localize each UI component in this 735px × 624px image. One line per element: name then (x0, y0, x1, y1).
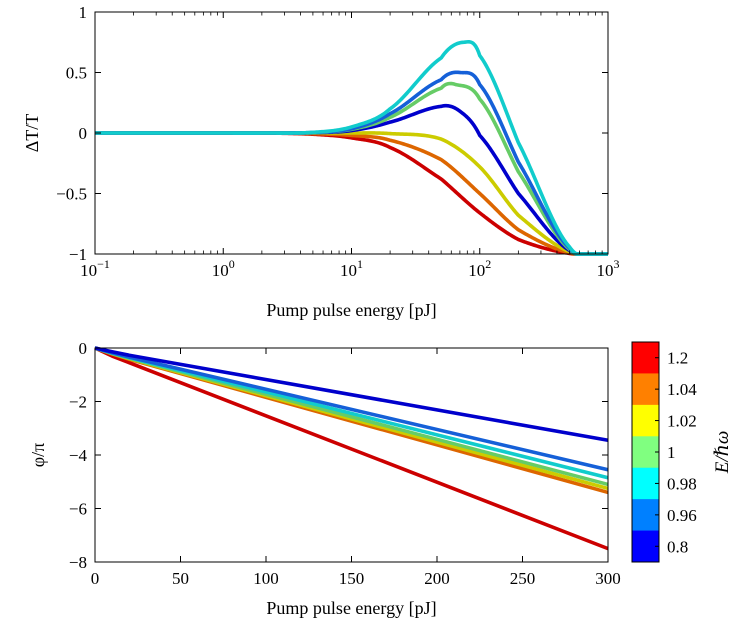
colorbar-label: 1 (667, 443, 676, 462)
y-tick-label: 0 (79, 339, 88, 358)
colorbar-label: 1.04 (667, 380, 697, 399)
y-tick-label: −6 (69, 500, 87, 519)
colorbar-label: 1.2 (667, 349, 688, 368)
colorbar-label: 0.98 (667, 474, 697, 493)
y-tick-label: −2 (69, 393, 87, 412)
x-tick-label: 50 (172, 569, 189, 588)
colorbar-swatch (632, 342, 659, 374)
y-tick-label: 0 (79, 124, 88, 143)
colorbar-swatch (632, 405, 659, 437)
colorbar-swatch (632, 373, 659, 405)
y-tick-label: 0.5 (66, 64, 87, 83)
x-tick-label: 103 (597, 257, 620, 280)
series-line-7 (95, 42, 608, 254)
x-tick-label: 102 (468, 257, 491, 280)
x-tick-label: 0 (91, 569, 100, 588)
x-tick-label: 200 (424, 569, 450, 588)
colorbar: 1.2 1.04 1.02 1 0.98 0.96 0.8 E/ℏω (632, 342, 733, 563)
x-tick-label: 100 (212, 257, 235, 280)
colorbar-label: 0.8 (667, 537, 688, 556)
series-line-7 (95, 348, 608, 440)
y-tick-label: −1 (69, 245, 87, 264)
y-axis-label: φ/π (28, 443, 48, 467)
colorbar-swatch (632, 436, 659, 468)
colorbar-swatch (632, 531, 659, 563)
x-tick-label: 250 (510, 569, 536, 588)
colorbar-swatch (632, 499, 659, 531)
colorbar-label: 1.02 (667, 412, 697, 431)
colorbar-label: 0.96 (667, 506, 697, 525)
x-tick-label: 300 (595, 569, 621, 588)
colorbar-title: E/ℏω (712, 431, 733, 475)
x-tick-label: 100 (253, 569, 279, 588)
y-tick-label: 1 (79, 3, 88, 22)
colorbar-swatch (632, 468, 659, 500)
x-tick-label: 150 (339, 569, 365, 588)
y-tick-label: −8 (69, 553, 87, 572)
y-tick-label: −4 (69, 446, 88, 465)
bottom-plot: 0 50 100 150 200 250 300 −8 −6 −4 −2 0 Pump pulse en… (28, 339, 621, 618)
series-line-6 (95, 348, 608, 470)
y-tick-label: −0.5 (56, 185, 87, 204)
x-tick-label: 101 (340, 257, 363, 280)
series-line-1 (95, 348, 608, 549)
x-axis-label: Pump pulse energy [pJ] (266, 300, 436, 320)
y-axis-label: ΔT/T (22, 114, 42, 153)
x-axis-label: Pump pulse energy [pJ] (266, 598, 436, 618)
